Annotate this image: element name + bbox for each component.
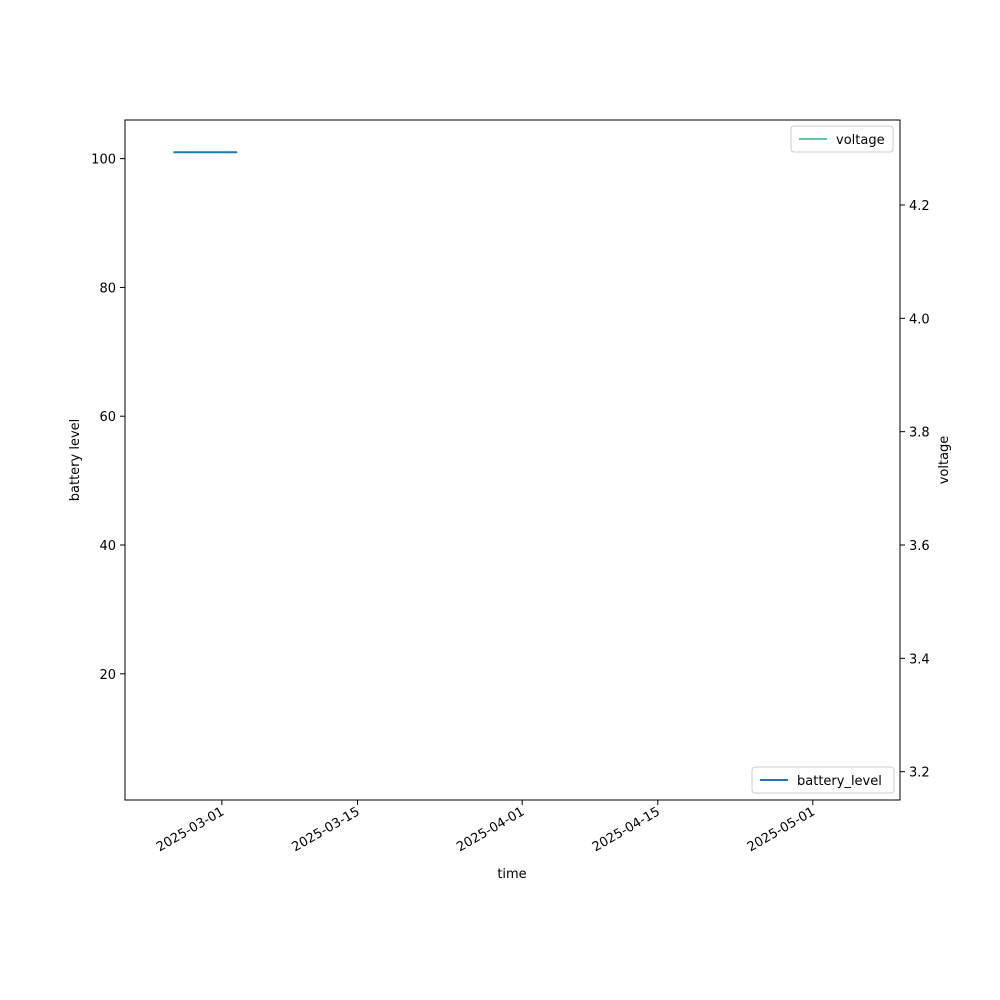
y-axis-left-label: battery level [68, 419, 83, 502]
x-tick-label: 2025-04-01 [454, 804, 527, 855]
y-left-tick-label: 80 [99, 281, 116, 296]
legend-battery-level-label: battery_level [797, 774, 882, 789]
legend-voltage-label: voltage [836, 133, 885, 148]
plot-frame [124, 119, 901, 801]
y-left-tick-label: 20 [99, 668, 116, 683]
x-tick-label: 2025-03-15 [290, 804, 363, 855]
legend-battery-level-box [751, 766, 895, 794]
y-right-tick-label: 4.2 [909, 199, 930, 214]
legend-voltage-box [790, 125, 894, 153]
x-tick-label: 2025-04-15 [590, 804, 663, 855]
y-right-tick-label: 4.0 [909, 312, 930, 327]
y-right-tick-label: 3.6 [909, 539, 930, 554]
x-tick-label: 2025-03-01 [154, 804, 227, 855]
legend-voltage: voltage [790, 125, 894, 153]
plot-area [124, 119, 901, 801]
y-axis-left-ticks: 20 40 60 80 100 [91, 153, 125, 683]
y-right-tick-label: 3.8 [909, 426, 930, 441]
y-axis-right-ticks: 3.2 3.4 3.6 3.8 4.0 4.2 [900, 199, 930, 781]
y-axis-right-label: voltage [937, 436, 952, 485]
y-left-tick-label: 60 [99, 410, 116, 425]
y-left-tick-label: 40 [99, 539, 116, 554]
y-right-tick-label: 3.2 [909, 766, 930, 781]
y-left-tick-label: 100 [91, 153, 116, 168]
x-tick-label: 2025-05-01 [745, 804, 818, 855]
legend-battery-level: battery_level [751, 766, 895, 794]
x-axis-label: time [497, 867, 526, 882]
x-axis-ticks: 2025-03-01 2025-03-15 2025-04-01 2025-04-15… [154, 800, 818, 855]
y-right-tick-label: 3.4 [909, 652, 930, 667]
